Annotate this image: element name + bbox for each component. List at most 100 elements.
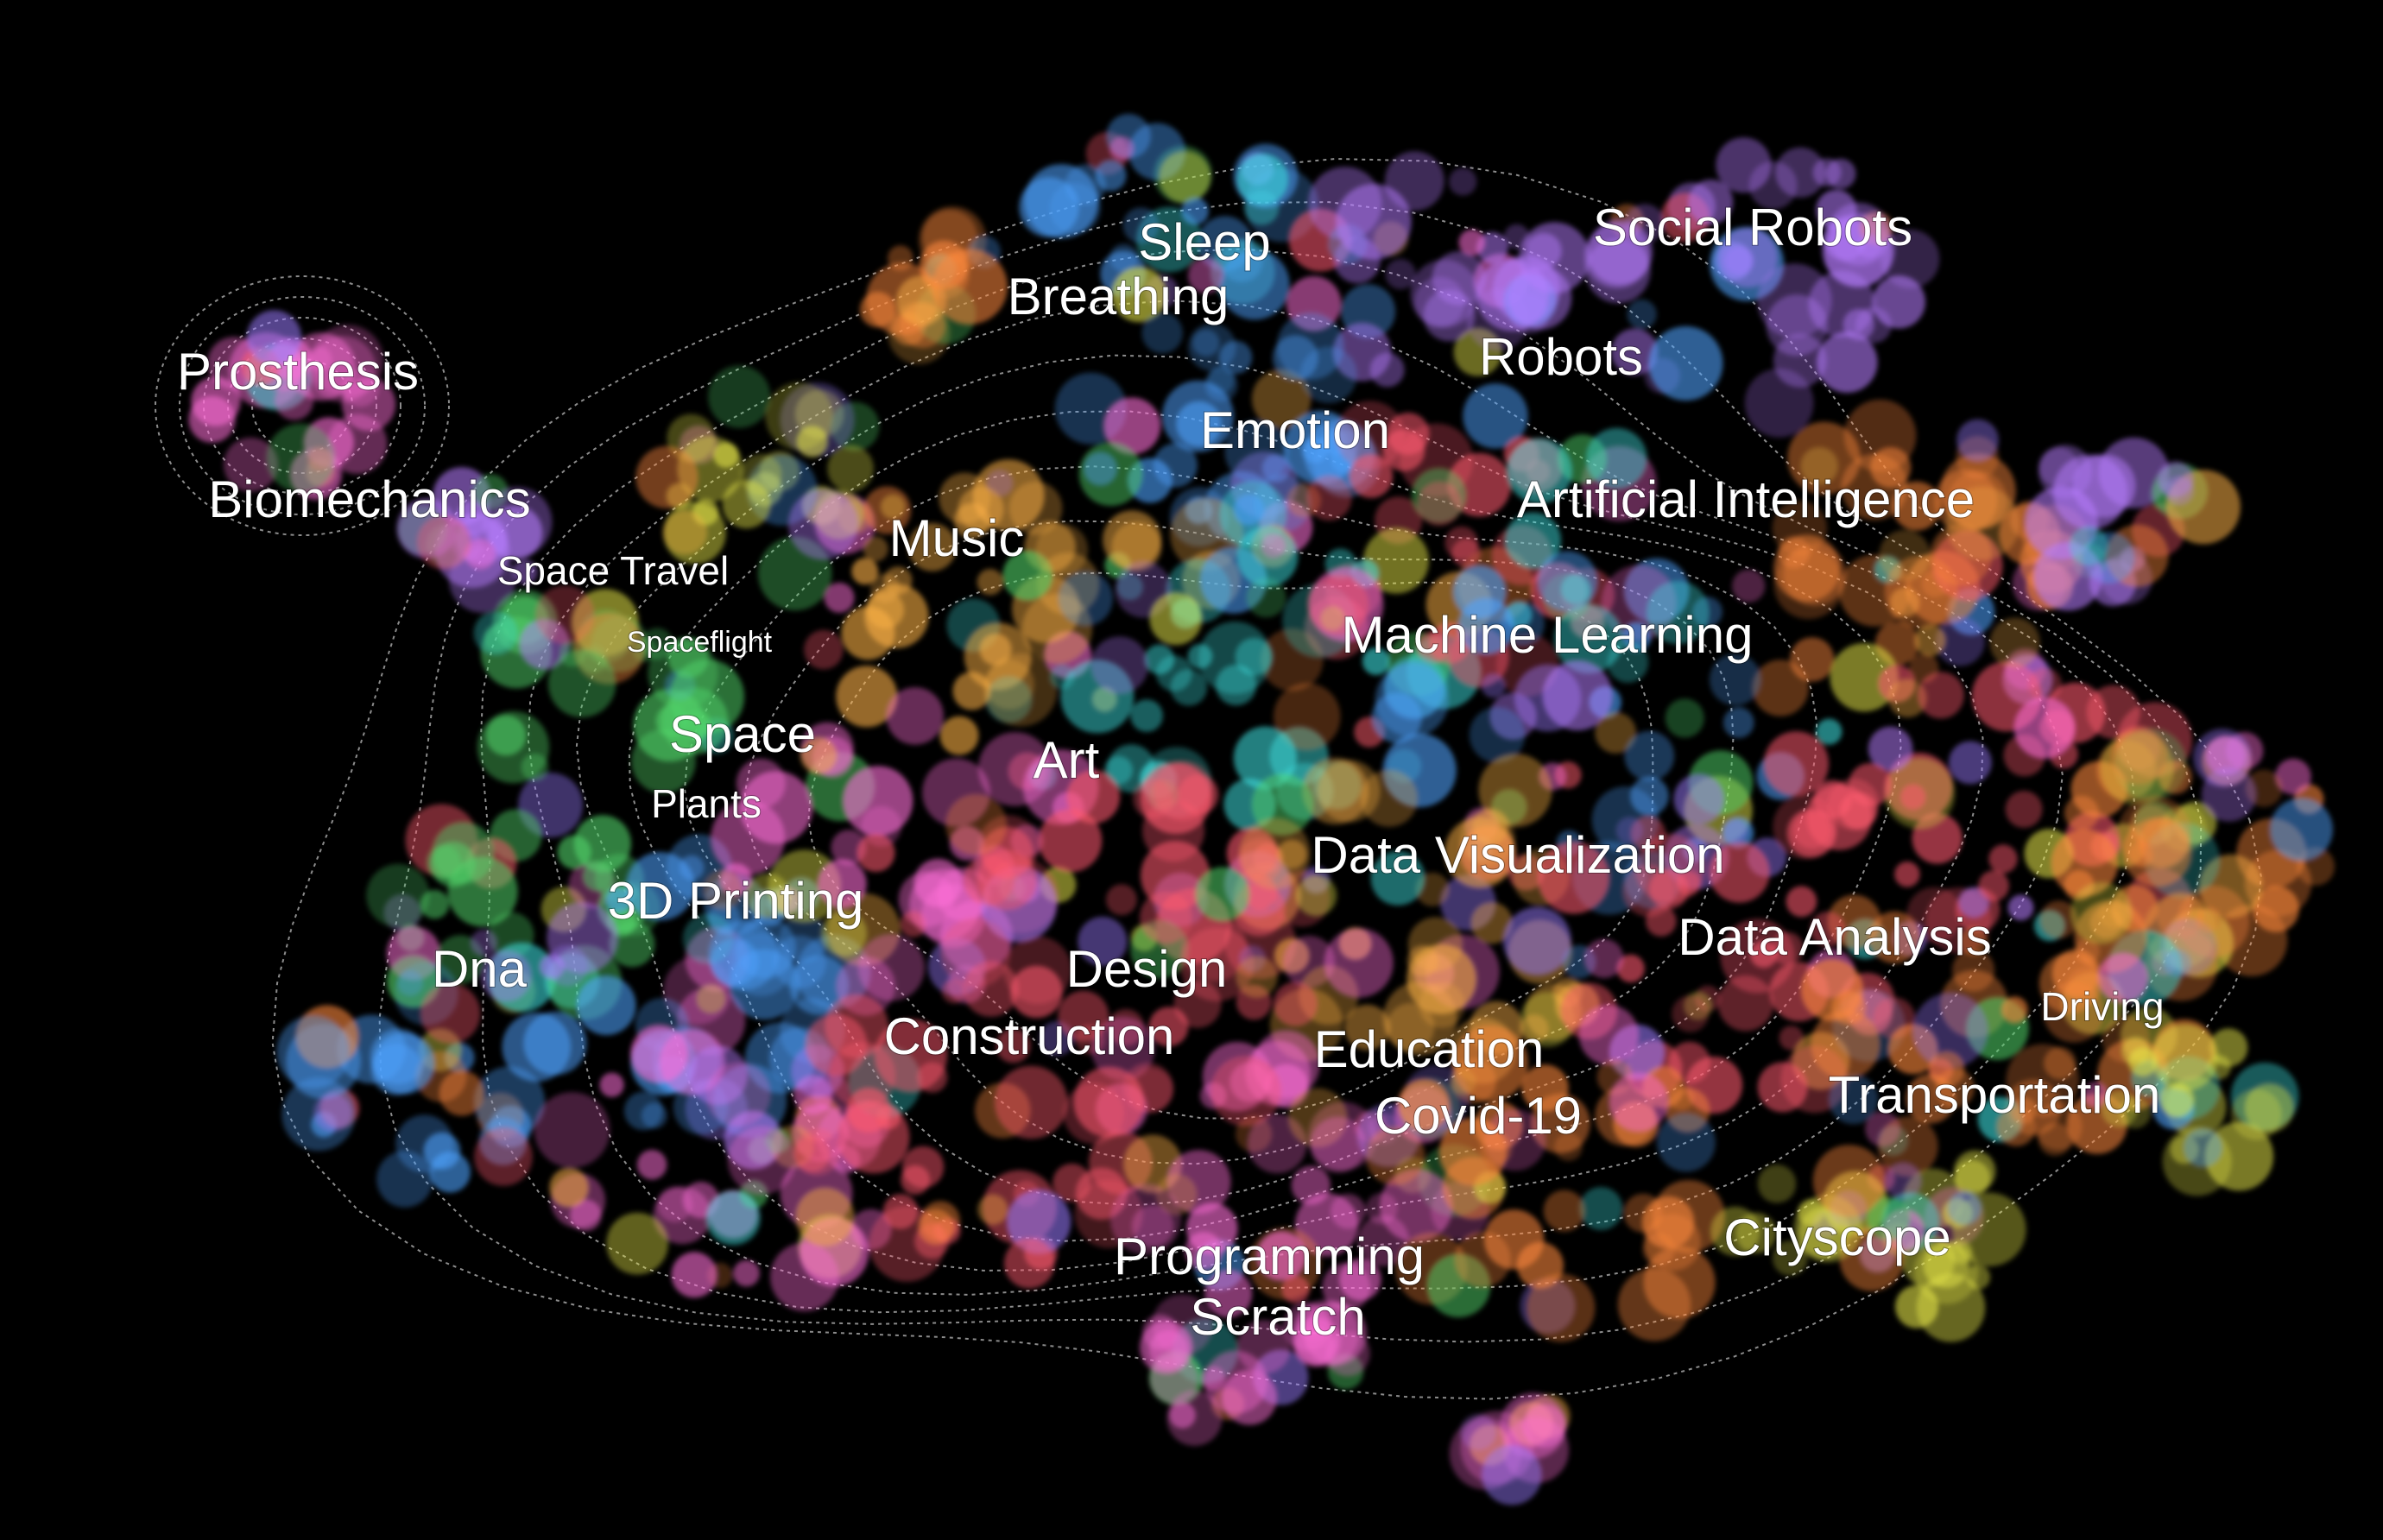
document-point[interactable] bbox=[1460, 1414, 1496, 1450]
document-point[interactable] bbox=[1449, 167, 1477, 196]
document-point[interactable] bbox=[2086, 685, 2140, 739]
document-point[interactable] bbox=[1283, 1302, 1332, 1352]
document-point[interactable] bbox=[1595, 712, 1637, 754]
document-point[interactable] bbox=[979, 633, 1012, 666]
document-point[interactable] bbox=[671, 1252, 717, 1298]
document-point[interactable] bbox=[641, 1102, 667, 1129]
document-point[interactable] bbox=[1470, 902, 1513, 944]
document-point[interactable] bbox=[1914, 624, 1946, 657]
document-point[interactable] bbox=[2001, 996, 2028, 1023]
document-point[interactable] bbox=[1457, 597, 1515, 655]
document-point[interactable] bbox=[1463, 383, 1528, 449]
document-point[interactable] bbox=[275, 381, 314, 420]
document-point[interactable] bbox=[1542, 660, 1613, 731]
document-point[interactable] bbox=[1004, 1238, 1055, 1289]
document-point[interactable] bbox=[605, 887, 632, 913]
document-point[interactable] bbox=[1407, 917, 1463, 972]
document-point[interactable] bbox=[2013, 697, 2076, 759]
document-point[interactable] bbox=[599, 1072, 624, 1098]
document-point[interactable] bbox=[266, 423, 336, 493]
document-point[interactable] bbox=[1773, 794, 1837, 860]
document-point[interactable] bbox=[448, 546, 516, 613]
document-point[interactable] bbox=[1868, 726, 1913, 772]
document-point[interactable] bbox=[1417, 481, 1462, 527]
document-point[interactable] bbox=[1527, 1273, 1596, 1342]
document-point[interactable] bbox=[1320, 606, 1345, 631]
document-point[interactable] bbox=[1554, 1133, 1583, 1161]
document-point[interactable] bbox=[1387, 413, 1430, 455]
document-point[interactable] bbox=[817, 859, 867, 909]
topic-label-prosthesis[interactable]: Prosthesis bbox=[176, 342, 420, 401]
document-point[interactable] bbox=[977, 1194, 1008, 1225]
document-point[interactable] bbox=[1855, 306, 1892, 344]
document-point[interactable] bbox=[1935, 1068, 1975, 1108]
document-point[interactable] bbox=[1469, 707, 1526, 763]
document-point[interactable] bbox=[1622, 864, 1675, 918]
document-point[interactable] bbox=[1988, 844, 2018, 874]
document-point[interactable] bbox=[1166, 1390, 1223, 1446]
document-point[interactable] bbox=[1398, 1078, 1451, 1131]
document-point[interactable] bbox=[952, 672, 991, 710]
document-point[interactable] bbox=[1627, 299, 1657, 330]
document-point[interactable] bbox=[841, 606, 895, 660]
document-point[interactable] bbox=[1718, 228, 1778, 287]
document-point[interactable] bbox=[703, 870, 743, 910]
document-point[interactable] bbox=[713, 442, 739, 468]
document-point[interactable] bbox=[996, 1028, 1031, 1063]
document-point[interactable] bbox=[1586, 427, 1647, 489]
topic-label-art[interactable]: Art bbox=[1033, 730, 1101, 790]
topic-label-transportation[interactable]: Transportation bbox=[1828, 1065, 2162, 1125]
document-point[interactable] bbox=[705, 1190, 761, 1246]
document-point[interactable] bbox=[1360, 769, 1418, 827]
document-point[interactable] bbox=[1537, 842, 1610, 914]
document-point[interactable] bbox=[1439, 1117, 1508, 1186]
document-point[interactable] bbox=[1224, 420, 1289, 484]
document-point[interactable] bbox=[1363, 527, 1429, 594]
document-point[interactable] bbox=[1665, 698, 1704, 738]
document-point[interactable] bbox=[246, 310, 302, 365]
document-point[interactable] bbox=[1812, 158, 1842, 187]
document-point[interactable] bbox=[1336, 183, 1412, 260]
document-point[interactable] bbox=[1500, 602, 1545, 647]
document-point[interactable] bbox=[800, 736, 838, 774]
document-point[interactable] bbox=[2101, 1090, 2138, 1127]
document-point[interactable] bbox=[1630, 776, 1669, 816]
document-point[interactable] bbox=[557, 835, 591, 869]
topic-label-space-travel[interactable]: Space Travel bbox=[496, 547, 730, 594]
document-point[interactable] bbox=[1103, 397, 1161, 455]
document-point[interactable] bbox=[311, 325, 384, 398]
document-point[interactable] bbox=[2270, 798, 2333, 862]
document-point[interactable] bbox=[1811, 1009, 1880, 1080]
document-point[interactable] bbox=[1949, 741, 1992, 785]
document-point[interactable] bbox=[900, 911, 927, 937]
document-point[interactable] bbox=[824, 582, 855, 613]
document-point[interactable] bbox=[1035, 523, 1089, 577]
document-point[interactable] bbox=[631, 729, 696, 794]
document-point[interactable] bbox=[1519, 1014, 1549, 1044]
document-point[interactable] bbox=[1763, 731, 1830, 797]
topic-label-driving[interactable]: Driving bbox=[2039, 983, 2165, 1030]
document-point[interactable] bbox=[793, 1136, 831, 1172]
document-point[interactable] bbox=[1371, 692, 1422, 743]
document-point[interactable] bbox=[1110, 1183, 1182, 1255]
document-point[interactable] bbox=[1554, 604, 1623, 674]
document-point[interactable] bbox=[1058, 990, 1109, 1042]
document-point[interactable] bbox=[2027, 667, 2063, 702]
document-point[interactable] bbox=[941, 979, 966, 1004]
document-point[interactable] bbox=[1256, 1231, 1306, 1281]
document-point[interactable] bbox=[827, 445, 874, 492]
document-point[interactable] bbox=[1899, 784, 1926, 811]
document-point[interactable] bbox=[986, 470, 1014, 496]
document-point[interactable] bbox=[1236, 154, 1289, 205]
document-point[interactable] bbox=[1716, 137, 1772, 193]
document-point[interactable] bbox=[945, 793, 1007, 855]
document-point[interactable] bbox=[1522, 1404, 1566, 1448]
topic-label-education[interactable]: Education bbox=[1313, 1019, 1545, 1079]
document-point[interactable] bbox=[1888, 678, 1927, 718]
document-point[interactable] bbox=[1370, 851, 1425, 906]
document-point[interactable] bbox=[1049, 182, 1101, 234]
document-point[interactable] bbox=[1884, 1162, 1922, 1200]
document-point[interactable] bbox=[576, 975, 636, 1036]
topic-label-dna[interactable]: Dna bbox=[431, 939, 528, 999]
topic-label-3d-printing[interactable]: 3D Printing bbox=[607, 871, 865, 931]
